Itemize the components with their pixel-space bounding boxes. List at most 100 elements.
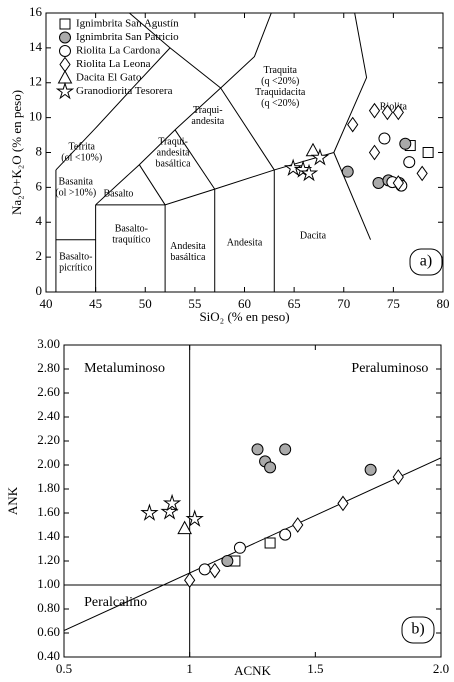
y-tick-label: 2.00 (37, 456, 60, 471)
annotation: b) (411, 621, 424, 638)
marker-diamond (392, 469, 404, 485)
y-tick-label: 2.80 (37, 360, 60, 375)
x-tick-label: 1 (186, 661, 193, 676)
marker-diamond (184, 572, 196, 589)
marker-star (162, 493, 182, 512)
marker-circle (251, 443, 264, 456)
marker-circle (279, 443, 292, 456)
y-tick-label: 14 (29, 39, 43, 54)
field-label: Traqui- (193, 105, 223, 116)
y-tick-label: 1.00 (37, 576, 60, 591)
field-label: Dacita (300, 230, 327, 241)
x-tick-label: 75 (387, 296, 400, 311)
x-tick-label: 40 (40, 296, 53, 311)
marker-star (283, 158, 303, 177)
field-label: Traquidacita (255, 87, 306, 98)
annotation: a) (420, 253, 432, 270)
marker-triangle (177, 520, 192, 535)
x-tick-label: 55 (188, 296, 201, 311)
marker-circle (198, 563, 211, 576)
field-label: basáltica (170, 252, 206, 263)
x-tick-label: 0.5 (56, 661, 72, 676)
boundary-line (138, 164, 166, 206)
marker-circle (378, 132, 391, 145)
y-axis-title: ANK (5, 486, 20, 515)
y-tick-label: 12 (29, 74, 42, 89)
legend-label: Ignimbrita San Agustín (76, 18, 179, 30)
x-tick-label: 65 (288, 296, 301, 311)
y-tick-label: 4 (36, 213, 43, 228)
plot: 0.5 1 1.5 2.0 0.40 0.60 0.80 1.00 1.20 1.40 1.60 1.… (5, 336, 449, 678)
marker-circle (372, 177, 385, 190)
y-tick-label: 16 (29, 4, 43, 19)
y-tick-label: 8 (36, 143, 43, 158)
marker-square (264, 537, 276, 549)
legend-marker (57, 69, 73, 84)
region-label: Peralcalino (84, 595, 147, 610)
x-tick-label: 70 (337, 296, 350, 311)
field-label: Andesita (170, 241, 206, 252)
legend-marker (59, 45, 71, 57)
boundary-line (333, 152, 372, 240)
boundary-line (55, 13, 171, 171)
marker-diamond (368, 144, 381, 161)
boundary-line (95, 13, 272, 206)
x-tick-label: 80 (437, 296, 450, 311)
y-tick-label: 1.40 (37, 528, 60, 543)
y-tick-label: 2.40 (37, 408, 60, 423)
field-label: basáltica (156, 158, 192, 169)
y-tick-label: 0 (36, 283, 43, 298)
y-tick-label: 1.60 (37, 504, 60, 519)
boundary-line (333, 13, 368, 153)
legend-marker (59, 18, 71, 30)
y-axis-title: Na₂O+K₂O (% en peso) (9, 90, 24, 215)
marker-circle (233, 541, 246, 554)
y-tick-label: 2.20 (37, 432, 60, 447)
marker-triangle (305, 142, 321, 157)
boundary-line (64, 457, 441, 632)
marker-circle (264, 461, 277, 474)
x-axis-title: SiO₂ (% en peso) (199, 309, 289, 324)
y-tick-label: 10 (29, 109, 42, 124)
marker-star (185, 509, 204, 527)
marker-star (310, 148, 330, 166)
field-label: (q <20%) (261, 76, 299, 87)
field-label: traquítico (112, 235, 150, 246)
marker-star (140, 503, 159, 521)
field-label: picrítico (59, 262, 92, 273)
y-tick-label: 1.20 (37, 552, 60, 567)
y-tick-label: 2.60 (37, 384, 60, 399)
marker-circle (221, 555, 234, 567)
marker-circle (341, 165, 354, 178)
y-tick-label: 6 (36, 178, 43, 193)
marker-circle (279, 528, 292, 541)
marker-diamond (416, 165, 428, 182)
field-label: andesita (191, 116, 224, 127)
y-tick-label: 0.40 (37, 648, 60, 663)
x-tick-label: 50 (139, 296, 152, 311)
field-label: Riolita (380, 101, 408, 112)
y-tick-label: 3.00 (37, 336, 60, 351)
marker-circle (403, 156, 416, 169)
annotation-box (401, 616, 435, 644)
marker-diamond (392, 175, 404, 191)
x-tick-label: 45 (89, 296, 102, 311)
legend-label: Ignimbrita San Patricio (76, 31, 179, 43)
legend-marker (59, 56, 71, 73)
y-tick-label: 1.80 (37, 480, 60, 495)
legend-label: Riolita La Cardona (76, 45, 160, 57)
x-axis-title: ACNK (234, 663, 271, 678)
boundary-line (169, 47, 221, 89)
field-label: Tefrita (68, 142, 95, 153)
legend-label: Riolita La Leona (76, 58, 151, 70)
plot: 40 45 50 55 60 65 70 75 80 0 2 4 6 8 10 12 14 16 SiO₂ (% e… (9, 4, 450, 324)
marker-diamond (392, 104, 404, 121)
field-label: (q <20%) (261, 98, 299, 109)
marker-square (422, 147, 434, 158)
marker-diamond (381, 104, 394, 121)
x-tick-label: 1.5 (307, 661, 323, 676)
field-label: andesita (157, 147, 190, 158)
field-label: Basalto- (115, 224, 148, 235)
marker-diamond (337, 495, 349, 512)
